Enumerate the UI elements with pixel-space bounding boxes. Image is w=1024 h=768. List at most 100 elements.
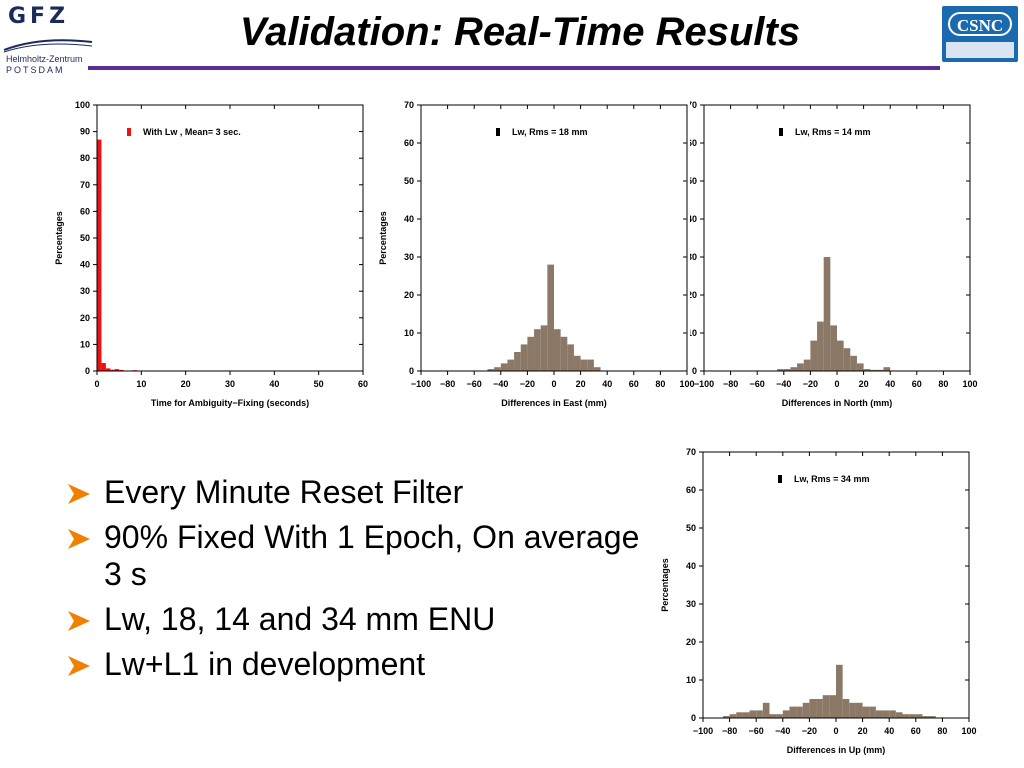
histogram-bar	[889, 710, 896, 718]
bullet-text: 90% Fixed With 1 Epoch, On average 3 s	[104, 519, 640, 592]
histogram-bar	[722, 716, 730, 718]
histogram-bar	[843, 348, 851, 371]
y-tick-label: 0	[85, 366, 90, 376]
y-tick-label: 60	[404, 138, 414, 148]
slide-title: Validation: Real-Time Results	[239, 10, 801, 54]
x-axis-title: Differences in East (mm)	[501, 398, 607, 408]
arrow-bullet-icon	[68, 529, 90, 549]
y-tick-label: 40	[690, 214, 697, 224]
legend-label: Lw, Rms = 18 mm	[512, 127, 587, 137]
histogram-bar	[776, 714, 783, 718]
x-tick-label: −40	[493, 379, 508, 389]
histogram-bar	[802, 702, 810, 718]
arrow-bullet-icon	[68, 484, 90, 504]
histogram-bar	[810, 340, 818, 371]
histogram-bar	[573, 355, 581, 371]
histogram-bar	[742, 712, 750, 718]
histogram-bar	[762, 702, 770, 718]
histogram-bar	[816, 699, 823, 718]
x-tick-label: 40	[885, 379, 895, 389]
legend-swatch	[496, 128, 500, 136]
y-tick-label: 70	[686, 447, 696, 457]
x-axis-title: Differences in North (mm)	[782, 398, 893, 408]
x-tick-label: 0	[94, 379, 99, 389]
histogram-bar	[869, 706, 876, 718]
east-differences-histogram: −100 −80 −60 −40 −20 0 20 40 60 80 100010203040506…	[378, 100, 695, 408]
title-rule	[88, 66, 940, 70]
histogram-bar	[856, 363, 864, 371]
histogram-bar	[114, 369, 120, 371]
ambiguity-fixing-histogram: 0 10 20 30 40 50 60 0 10 20 30 40 50 60 70 80 90 100 Time …	[54, 100, 368, 408]
histogram-bar	[855, 702, 863, 718]
x-tick-label: −100	[693, 726, 713, 736]
x-tick-label: −80	[723, 379, 738, 389]
x-tick-label: 100	[679, 379, 694, 389]
x-tick-label: 0	[551, 379, 556, 389]
histogram-bar	[849, 702, 856, 718]
y-tick-label: 40	[80, 260, 90, 270]
bullet-item: 90% Fixed With 1 Epoch, On average 3 s	[66, 519, 656, 593]
histogram-bar	[777, 369, 784, 371]
y-tick-label: 50	[686, 523, 696, 533]
y-tick-label: 60	[690, 138, 697, 148]
histogram-bar	[494, 367, 501, 371]
x-tick-label: 60	[911, 726, 921, 736]
x-tick-label: −40	[775, 726, 790, 736]
histogram-bar	[119, 369, 124, 371]
histogram-bar	[567, 344, 574, 371]
y-tick-label: 60	[80, 206, 90, 216]
y-tick-label: 30	[686, 599, 696, 609]
histogram-bar	[534, 329, 541, 371]
x-tick-label: 50	[314, 379, 324, 389]
csnc-logo-band	[946, 42, 1014, 58]
y-tick-label: 0	[691, 713, 696, 723]
arrow-bullet-icon	[68, 611, 90, 631]
y-tick-label: 90	[80, 127, 90, 137]
histogram-bar	[822, 695, 830, 718]
histogram-bar	[929, 716, 936, 718]
x-tick-label: −40	[776, 379, 791, 389]
histogram-bar	[593, 367, 601, 371]
histogram-bar	[756, 710, 763, 718]
arrow-bullet-icon	[68, 656, 90, 676]
y-tick-label: 0	[409, 366, 414, 376]
histogram-bar	[902, 714, 910, 718]
x-tick-label: −60	[467, 379, 482, 389]
histogram-bar	[817, 321, 824, 371]
histogram-bar	[514, 352, 521, 371]
y-tick-label: 60	[686, 485, 696, 495]
histogram-bar	[520, 344, 528, 371]
x-tick-label: −100	[411, 379, 431, 389]
histogram-bar	[782, 710, 790, 718]
y-tick-label: 40	[686, 561, 696, 571]
legend-label: Lw, Rms = 14 mm	[795, 127, 870, 137]
x-tick-label: 40	[269, 379, 279, 389]
histogram-bar	[836, 664, 843, 718]
x-tick-label: 60	[629, 379, 639, 389]
legend-label: With Lw , Mean= 3 sec.	[143, 127, 241, 137]
histogram-bar	[809, 699, 817, 718]
histogram-bar	[895, 712, 903, 718]
x-tick-label: 40	[602, 379, 612, 389]
y-tick-label: 20	[80, 313, 90, 323]
y-tick-label: 10	[80, 339, 90, 349]
y-tick-label: 70	[80, 180, 90, 190]
y-tick-label: 10	[690, 328, 697, 338]
x-tick-label: 80	[937, 726, 947, 736]
y-axis-title: Percentages	[54, 211, 64, 265]
y-tick-label: 20	[404, 290, 414, 300]
x-tick-label: 60	[358, 379, 368, 389]
x-tick-label: 20	[576, 379, 586, 389]
x-tick-label: 0	[834, 379, 839, 389]
x-tick-label: 80	[655, 379, 665, 389]
y-tick-label: 20	[686, 637, 696, 647]
y-tick-label: 10	[404, 328, 414, 338]
y-tick-label: 100	[75, 100, 90, 110]
histogram-bar	[803, 359, 811, 371]
histogram-bar	[875, 710, 883, 718]
x-tick-label: 40	[884, 726, 894, 736]
histogram-bar	[729, 714, 737, 718]
bullet-item: Lw+L1 in development	[66, 646, 656, 683]
histogram-bar	[850, 355, 857, 371]
histogram-bar	[487, 369, 495, 371]
